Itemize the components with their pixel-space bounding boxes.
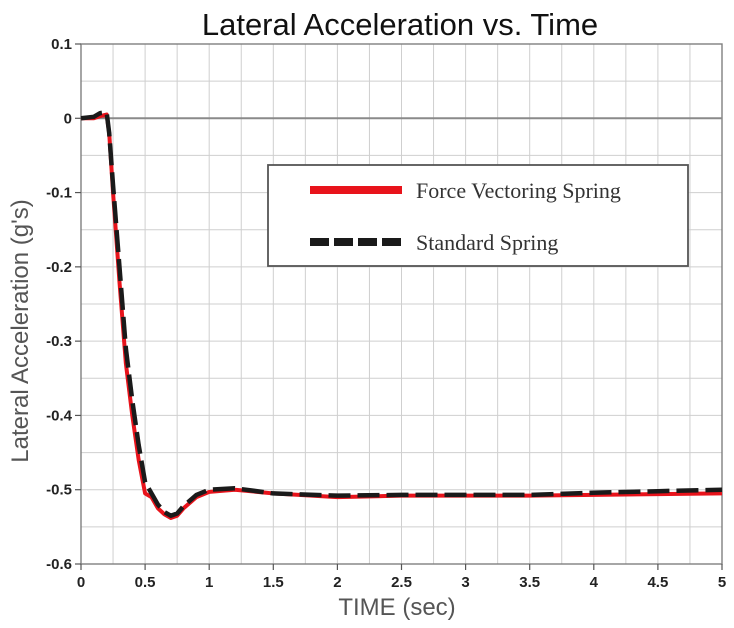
x-tick-label: 2.5 (391, 574, 412, 591)
x-tick-label: 3 (461, 574, 469, 591)
y-tick-label: -0.6 (46, 556, 72, 573)
legend-box (267, 164, 689, 267)
series-lines (80, 110, 723, 520)
y-tick-label: 0 (64, 110, 72, 127)
x-tick-label: 0.5 (135, 574, 156, 591)
grid (80, 43, 723, 565)
series-line-standard-spring (80, 110, 723, 518)
y-tick-label: -0.4 (46, 407, 73, 424)
legend: Force Vectoring Spring Standard Spring (267, 164, 689, 267)
chart-title: Lateral Acceleration vs. Time (202, 7, 598, 42)
x-tick-label: 4.5 (647, 574, 668, 591)
y-tick-label: -0.1 (46, 185, 72, 202)
x-tick-label: 4 (590, 574, 599, 591)
x-tick-label: 3.5 (519, 574, 540, 591)
x-axis-ticks: 0 0.5 1 1.5 2 2.5 3 3.5 4 4.5 5 (77, 564, 726, 591)
y-tick-label: 0.1 (51, 36, 72, 53)
x-tick-label: 1 (205, 574, 213, 591)
x-axis-title: TIME (sec) (338, 594, 455, 621)
y-tick-label: -0.5 (46, 482, 72, 499)
x-tick-label: 1.5 (263, 574, 284, 591)
y-tick-label: -0.3 (46, 333, 72, 350)
y-axis-ticks: 0.1 0 -0.1 -0.2 -0.3 -0.4 -0.5 -0.6 (46, 36, 81, 573)
y-axis-title: Lateral Acceleration (g's) (7, 199, 34, 462)
legend-label-standard: Standard Spring (416, 230, 558, 255)
legend-label-force-vectoring: Force Vectoring Spring (416, 178, 621, 203)
x-tick-label: 2 (333, 574, 341, 591)
x-tick-label: 0 (77, 574, 85, 591)
x-tick-label: 5 (718, 574, 726, 591)
y-tick-label: -0.2 (46, 259, 72, 276)
